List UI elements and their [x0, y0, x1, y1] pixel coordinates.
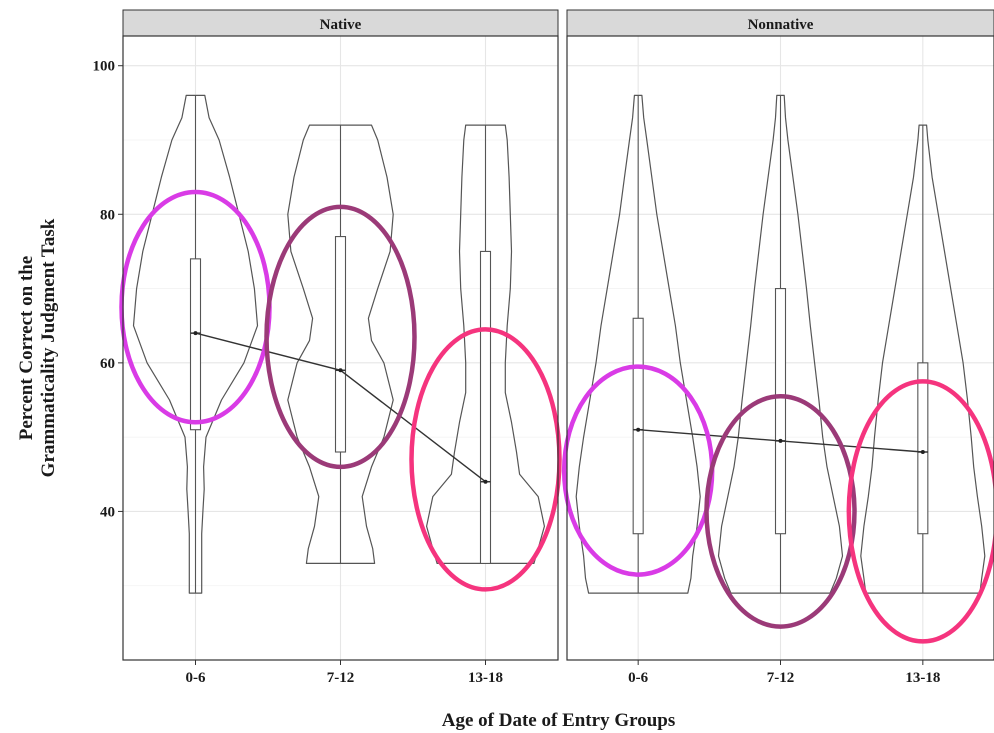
highlight-ellipse [264, 204, 417, 470]
median-point [483, 479, 488, 484]
highlight-ellipse [846, 379, 994, 644]
y-axis-title-line-2: Grammaticality Judgment Task [38, 218, 59, 477]
box [479, 250, 492, 564]
violin-13-18 [860, 124, 986, 594]
box [334, 236, 347, 453]
y-tick-label: 60 [100, 356, 115, 372]
violin-0-6 [575, 94, 701, 594]
violin-0-6 [132, 94, 259, 594]
violin-outline [575, 94, 701, 594]
y-tick-label: 40 [100, 504, 115, 520]
strip-label: Nonnative [748, 17, 814, 33]
y-axis-title: Percent Correct on the Grammaticality Ju… [16, 218, 59, 477]
median-point [920, 450, 925, 454]
box [774, 288, 787, 535]
y-axis: 40 60 80 100 [93, 59, 123, 520]
panels-group: Native 0-6 7-12 13-18 Nonnative 0-6 7-12 13-18 [119, 9, 994, 686]
y-tick-label: 100 [93, 59, 116, 75]
median-point [636, 427, 641, 432]
median-point [193, 331, 198, 336]
violin-7-12 [287, 124, 394, 564]
violin-outline [132, 94, 259, 594]
strip-header [122, 9, 559, 37]
box [632, 317, 644, 535]
violin-outline [426, 124, 545, 564]
panel-native: Native 0-6 7-12 13-18 [119, 9, 562, 686]
median-point [338, 368, 343, 373]
y-axis-title-line-1: Percent Correct on the [16, 256, 37, 440]
median-point [778, 438, 783, 443]
strip-label: Native [320, 17, 362, 33]
x-tick-label: 0-6 [628, 670, 648, 686]
y-tick-label: 80 [100, 207, 115, 223]
highlight-ellipse [704, 394, 857, 629]
violin-13-18 [426, 124, 545, 564]
violin-outline [287, 124, 394, 564]
violin-outline [717, 94, 844, 594]
x-tick-label: 7-12 [767, 670, 795, 686]
x-tick-label: 7-12 [327, 670, 355, 686]
panel-nonnative: Nonnative 0-6 7-12 13-18 [561, 9, 994, 686]
box [917, 362, 929, 535]
box [189, 258, 202, 431]
x-tick-label: 13-18 [905, 670, 940, 686]
highlight-ellipse [409, 327, 562, 592]
x-tick-label: 0-6 [186, 670, 206, 686]
x-axis-title: Age of Date of Entry Groups [442, 710, 675, 731]
violin-outline [860, 124, 986, 594]
x-tick-label: 13-18 [468, 670, 503, 686]
